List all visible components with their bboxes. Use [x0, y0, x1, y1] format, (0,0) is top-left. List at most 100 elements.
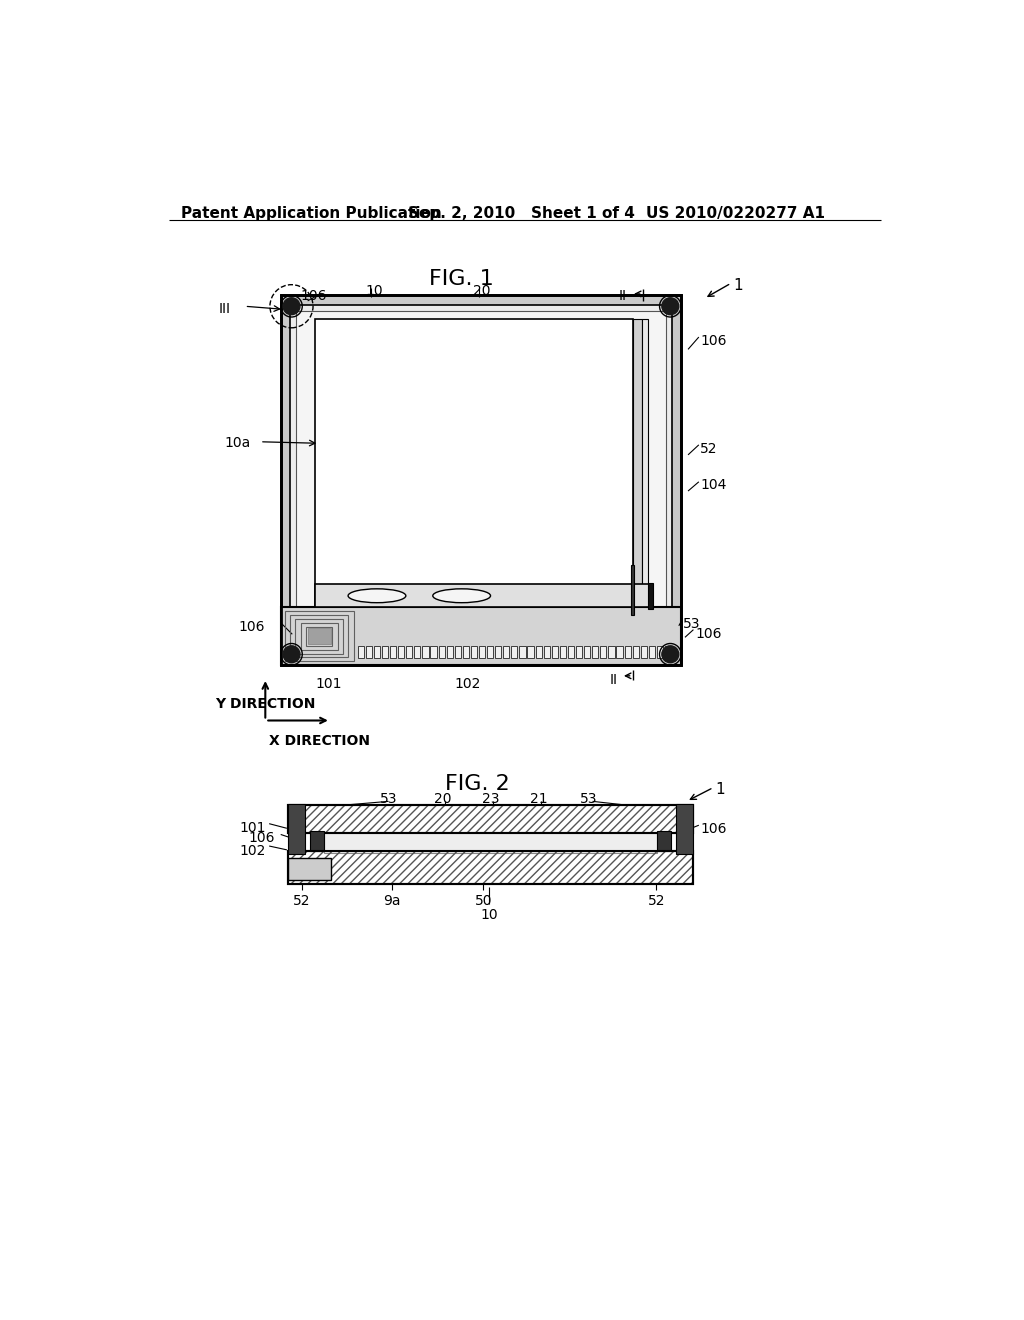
Bar: [519, 645, 525, 659]
Circle shape: [283, 298, 300, 314]
Bar: [281, 607, 681, 665]
Bar: [310, 832, 324, 851]
Text: 101: 101: [315, 677, 342, 690]
Text: 53: 53: [683, 618, 700, 631]
Text: 10: 10: [366, 284, 383, 298]
Text: 52: 52: [700, 442, 718, 455]
Bar: [560, 645, 566, 659]
Bar: [374, 645, 380, 659]
Bar: [415, 645, 421, 659]
Bar: [592, 645, 598, 659]
Bar: [511, 645, 517, 659]
Bar: [366, 645, 372, 659]
Bar: [306, 627, 333, 645]
Bar: [631, 565, 634, 615]
Bar: [503, 645, 509, 659]
Bar: [438, 645, 444, 659]
Bar: [289, 805, 692, 833]
Text: 10a: 10a: [224, 436, 251, 450]
Bar: [422, 645, 429, 659]
Bar: [641, 645, 647, 659]
Text: 106: 106: [700, 822, 727, 836]
Text: 52: 52: [648, 894, 666, 908]
Bar: [446, 645, 453, 659]
Text: 101: 101: [240, 821, 266, 834]
Text: 53: 53: [580, 792, 597, 807]
Bar: [676, 804, 692, 854]
Text: 10: 10: [480, 908, 499, 921]
Circle shape: [662, 645, 679, 663]
Bar: [455, 645, 461, 659]
Text: X DIRECTION: X DIRECTION: [269, 734, 370, 748]
Text: 20: 20: [433, 792, 452, 807]
Text: 106: 106: [700, 334, 727, 348]
Bar: [648, 582, 652, 609]
Bar: [289, 851, 692, 884]
Bar: [496, 645, 502, 659]
Bar: [479, 645, 485, 659]
Text: 50: 50: [474, 894, 492, 908]
Bar: [289, 805, 692, 833]
Bar: [625, 645, 631, 659]
Text: 21: 21: [529, 792, 548, 807]
Text: 1: 1: [733, 277, 743, 293]
Bar: [577, 645, 583, 659]
Bar: [315, 318, 633, 619]
Bar: [544, 645, 550, 659]
Text: II: II: [618, 289, 627, 302]
Bar: [633, 318, 642, 619]
Bar: [487, 645, 494, 659]
Text: 106: 106: [249, 832, 274, 845]
Bar: [527, 645, 534, 659]
Text: Sep. 2, 2010   Sheet 1 of 4: Sep. 2, 2010 Sheet 1 of 4: [408, 206, 635, 222]
Bar: [307, 628, 331, 644]
Circle shape: [662, 298, 679, 314]
Text: Patent Application Publication: Patent Application Publication: [180, 206, 441, 222]
Bar: [281, 296, 681, 665]
Bar: [301, 623, 338, 649]
Text: 106: 106: [300, 289, 327, 304]
Text: 52: 52: [293, 894, 310, 908]
Text: 20: 20: [473, 284, 490, 298]
Bar: [430, 645, 436, 659]
Text: FIG. 1: FIG. 1: [429, 268, 494, 289]
Bar: [290, 615, 348, 657]
Bar: [398, 645, 404, 659]
Text: US 2010/0220277 A1: US 2010/0220277 A1: [646, 206, 825, 222]
Bar: [295, 619, 343, 653]
Bar: [665, 645, 671, 659]
Text: II: II: [609, 673, 617, 686]
Text: FIG. 2: FIG. 2: [444, 775, 509, 795]
Bar: [315, 585, 649, 607]
Bar: [568, 645, 574, 659]
Bar: [289, 804, 305, 854]
Bar: [649, 645, 655, 659]
Bar: [608, 645, 614, 659]
Ellipse shape: [433, 589, 490, 603]
Bar: [285, 611, 354, 661]
Bar: [390, 645, 396, 659]
Bar: [536, 645, 542, 659]
Bar: [382, 645, 388, 659]
Bar: [296, 312, 666, 649]
Bar: [471, 645, 477, 659]
Text: 106: 106: [239, 620, 265, 635]
Text: 53: 53: [380, 792, 397, 807]
Text: III: III: [219, 302, 231, 317]
Text: 104: 104: [700, 478, 727, 492]
Bar: [552, 645, 558, 659]
Bar: [600, 645, 606, 659]
Bar: [289, 858, 331, 880]
Circle shape: [283, 645, 300, 663]
Bar: [357, 645, 364, 659]
Bar: [642, 318, 648, 619]
Bar: [584, 645, 590, 659]
Bar: [289, 851, 692, 884]
Bar: [616, 645, 623, 659]
Bar: [633, 645, 639, 659]
Bar: [656, 645, 663, 659]
Bar: [407, 645, 413, 659]
Bar: [290, 305, 672, 656]
Bar: [657, 832, 671, 851]
Text: 9a: 9a: [384, 894, 401, 908]
